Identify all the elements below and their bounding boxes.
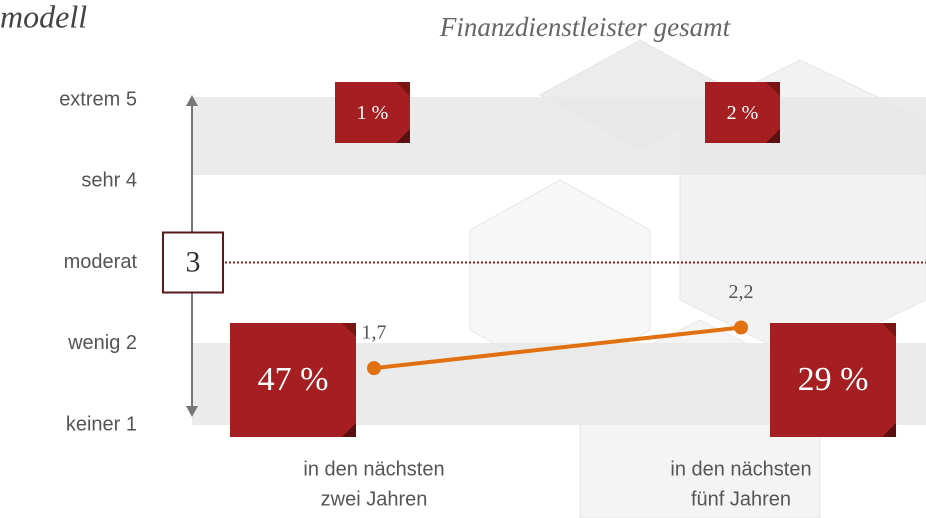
reference-label: 3 bbox=[186, 245, 201, 278]
point bbox=[367, 361, 381, 375]
y-tick-label: moderat bbox=[64, 251, 138, 273]
y-tick-label: sehr 4 bbox=[81, 170, 137, 192]
y-tick-label: extrem 5 bbox=[59, 88, 137, 110]
point bbox=[734, 321, 748, 335]
value-label: 2,2 bbox=[729, 281, 754, 303]
x-tick-label: in den nächsten bbox=[303, 458, 444, 480]
value-label: 1,7 bbox=[362, 322, 387, 344]
chart-title: Finanzdienstleister gesamt bbox=[439, 12, 732, 42]
page: {"chart_data": {"type": "line", "heading… bbox=[0, 0, 926, 518]
share-label: 1 % bbox=[357, 102, 389, 124]
heading: modell bbox=[0, 0, 87, 34]
share-label: 29 % bbox=[798, 361, 869, 398]
x-tick-label: fünf Jahren bbox=[691, 488, 791, 510]
x-tick-label: zwei Jahren bbox=[321, 488, 428, 510]
share-label: 47 % bbox=[258, 361, 329, 398]
y-tick-label: wenig 2 bbox=[67, 332, 137, 354]
chart: modell Finanzdienstleister gesamt keiner… bbox=[0, 0, 926, 518]
y-tick-label: keiner 1 bbox=[66, 413, 137, 435]
band bbox=[192, 97, 926, 175]
share-label: 2 % bbox=[727, 102, 759, 124]
x-tick-label: in den nächsten bbox=[670, 458, 811, 480]
